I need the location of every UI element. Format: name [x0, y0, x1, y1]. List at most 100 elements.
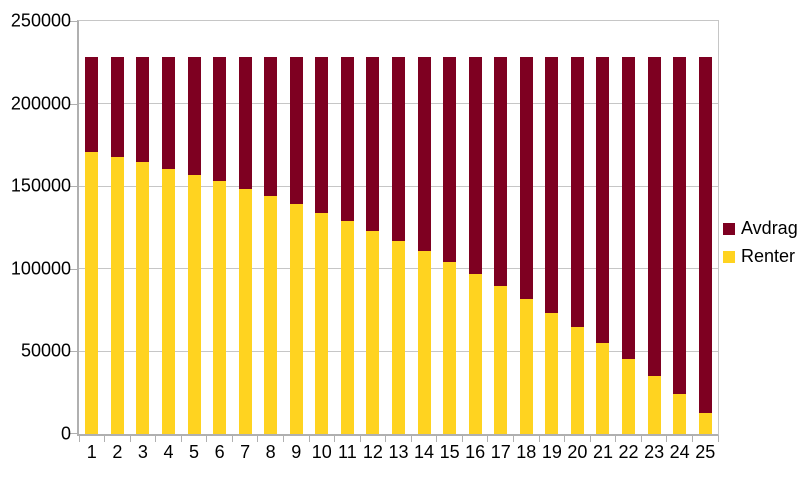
- stacked-bar-year-12: [366, 21, 380, 434]
- x-axis-tick: [257, 436, 259, 442]
- stacked-bar-year-3: [136, 21, 150, 434]
- renter-segment: [85, 151, 99, 434]
- renter-segment: [366, 230, 380, 434]
- x-axis-tick: [155, 436, 157, 442]
- renter-segment: [545, 312, 559, 434]
- renter-segment: [622, 358, 636, 434]
- y-axis-tick: [70, 351, 77, 353]
- stacked-bar-year-18: [519, 21, 533, 434]
- x-axis-label: 13: [388, 442, 409, 462]
- avdrag-segment: [545, 56, 559, 313]
- x-axis-label: 6: [214, 442, 225, 462]
- renter-segment: [289, 204, 303, 434]
- avdrag-segment: [673, 56, 687, 395]
- x-axis-tick: [717, 436, 719, 442]
- x-axis-label: 5: [189, 442, 200, 462]
- avdrag-segment: [519, 56, 533, 300]
- renter-segment: [264, 196, 278, 434]
- x-axis-label: 24: [669, 442, 690, 462]
- x-axis-tick: [615, 436, 617, 442]
- x-axis-label: 18: [516, 442, 537, 462]
- x-axis-tick: [78, 436, 80, 442]
- avdrag-segment: [698, 56, 712, 414]
- x-axis-tick: [436, 436, 438, 442]
- stacked-bar-year-9: [289, 21, 303, 434]
- chart-legend: Avdrag Renter: [723, 218, 798, 267]
- stacked-bar-year-23: [647, 21, 661, 434]
- avdrag-segment: [392, 56, 405, 241]
- y-axis-label: 200000: [10, 93, 71, 114]
- y-axis-label: 50000: [20, 340, 71, 361]
- stacked-bar-year-24: [673, 21, 687, 434]
- x-axis-tick: [589, 436, 591, 442]
- x-axis-label: 21: [592, 442, 613, 462]
- avdrag-segment: [596, 56, 610, 344]
- x-axis-label: 20: [567, 442, 588, 462]
- stacked-bar-year-21: [596, 21, 610, 434]
- renter-segment: [494, 286, 508, 434]
- x-axis-tick: [385, 436, 387, 442]
- renter-segment: [213, 181, 227, 434]
- x-axis-tick: [129, 436, 131, 442]
- stacked-bar-year-19: [545, 21, 559, 434]
- renter-color-swatch: [723, 250, 735, 263]
- avdrag-segment: [570, 56, 584, 328]
- legend-item-renter: Renter: [723, 246, 798, 267]
- x-axis-tick: [564, 436, 566, 442]
- avdrag-segment: [494, 56, 508, 287]
- y-axis-tick: [70, 21, 77, 22]
- x-axis-label: 10: [311, 442, 332, 462]
- x-axis-label: 12: [362, 442, 383, 462]
- avdrag-segment: [213, 56, 227, 182]
- x-axis-label: 23: [644, 442, 665, 462]
- y-axis-tick: [70, 186, 77, 188]
- avdrag-segment: [315, 56, 329, 213]
- x-axis-tick: [104, 436, 106, 442]
- stacked-bar-year-20: [570, 21, 584, 434]
- x-axis-label: 2: [112, 442, 123, 462]
- legend-label-renter: Renter: [741, 246, 796, 266]
- avdrag-segment: [647, 56, 661, 377]
- avdrag-segment: [110, 56, 124, 158]
- renter-segment: [596, 343, 610, 434]
- stacked-bar-year-2: [110, 21, 124, 434]
- renter-segment: [519, 299, 533, 434]
- x-axis-tick: [231, 436, 233, 442]
- avdrag-segment: [85, 56, 99, 152]
- renter-segment: [698, 413, 712, 434]
- stacked-bar-year-10: [315, 21, 329, 434]
- renter-segment: [443, 262, 457, 434]
- legend-item-avdrag: Avdrag: [723, 218, 798, 239]
- stacked-bar-year-6: [213, 21, 227, 434]
- x-axis-label: 19: [541, 442, 562, 462]
- x-axis-tick: [461, 436, 463, 442]
- x-axis-label: 22: [618, 442, 639, 462]
- y-axis-label: 100000: [10, 258, 71, 279]
- y-axis-tick: [70, 103, 77, 105]
- avdrag-segment: [264, 56, 278, 197]
- x-axis-tick: [334, 436, 336, 442]
- avdrag-segment: [622, 56, 636, 359]
- x-axis-tick: [410, 436, 412, 442]
- renter-segment: [647, 376, 661, 434]
- avdrag-segment: [340, 56, 354, 221]
- stacked-bar-year-8: [264, 21, 278, 434]
- plot-area: 0 50000 100000 150000 200000 250000 1 2 3 4 5 6 7 8 9 1…: [11, 11, 719, 462]
- avdrag-segment: [187, 56, 201, 175]
- x-axis-tick: [640, 436, 642, 442]
- renter-segment: [468, 273, 482, 434]
- stacked-bar-year-22: [622, 21, 636, 434]
- x-axis-tick: [206, 436, 208, 442]
- renter-segment: [238, 188, 252, 434]
- avdrag-segment: [443, 56, 457, 263]
- x-axis-tick: [691, 436, 693, 442]
- y-axis-tick: [70, 268, 77, 270]
- x-axis-tick: [538, 436, 540, 442]
- stacked-bar-year-17: [494, 21, 508, 434]
- x-axis-label: 14: [414, 442, 435, 462]
- x-axis-tick: [180, 436, 182, 442]
- avdrag-segment: [238, 56, 252, 189]
- renter-segment: [392, 240, 405, 434]
- renter-segment: [187, 174, 201, 434]
- x-axis-label: 11: [338, 442, 357, 462]
